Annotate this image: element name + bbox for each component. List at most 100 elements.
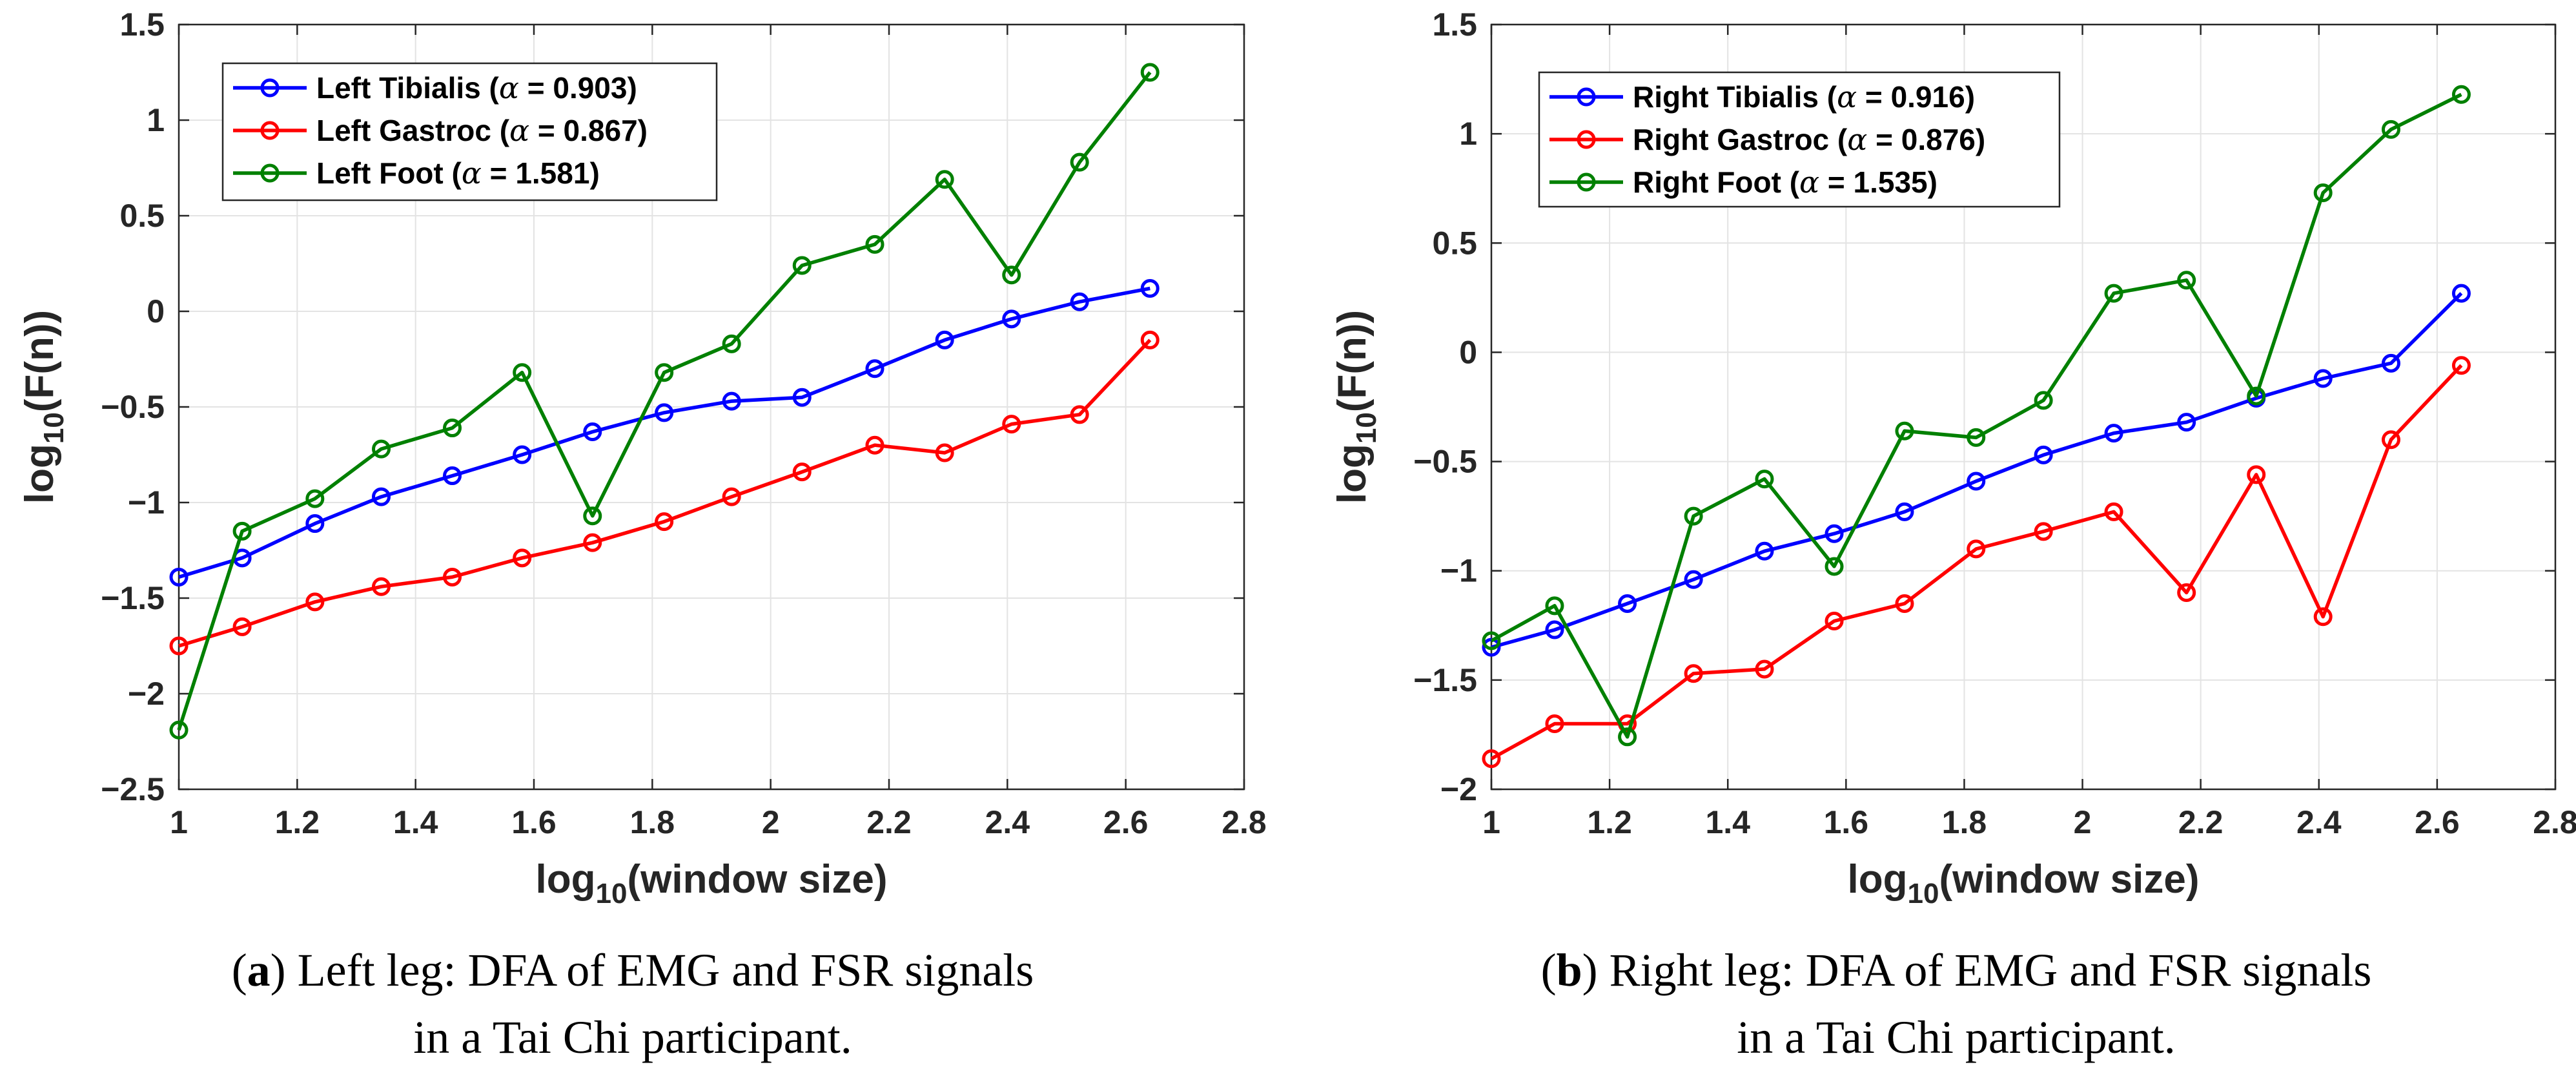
x-tick-label: 1.4: [1705, 804, 1750, 840]
left-series-1-point: [865, 435, 884, 455]
x-tick-label: 1.4: [393, 804, 438, 840]
y-tick-label: −1: [1440, 553, 1477, 589]
right-series-1-point: [2034, 522, 2053, 541]
x-tick-label: 1.2: [275, 804, 320, 840]
y-tick-label: −2: [128, 676, 165, 712]
right-series-line-2: [1490, 92, 2462, 739]
x-tick-label: 1.6: [1824, 804, 1869, 840]
x-tick-label: 2.6: [2415, 804, 2460, 840]
legend-marker-sample: [260, 121, 280, 140]
right-series-0-point: [1825, 524, 1844, 543]
right-series-2-point: [1482, 631, 1501, 650]
left-series-1-point: [513, 548, 532, 568]
left-series-2-point: [169, 720, 189, 740]
caption-a-text: ) Left leg: DFA of EMG and FSR signals: [270, 944, 1034, 996]
x-tick-label: 1.8: [1942, 804, 1987, 840]
x-axis-label-rest: (window size): [627, 857, 887, 902]
right-series-2-point: [2104, 284, 2123, 303]
axes-frame: [1490, 23, 2557, 791]
legend-alpha-symbol: α: [509, 113, 529, 148]
left-series-0-point: [1140, 278, 1160, 298]
left-leg-chart: 1 1.2 1.4 1.6 1.8 2 2.2 2.4 2.6 2.8 −2.5 −2 −1.5 −1 −0…: [17, 6, 1267, 909]
right-series-line-0: [1491, 292, 2463, 649]
right-series-0-point: [1684, 570, 1703, 589]
right-series-0-point: [2104, 424, 2123, 443]
left-series-0-point: [583, 422, 602, 441]
legend-entry-name: Left Gastroc (: [316, 114, 510, 147]
x-tick-label: 1.6: [511, 804, 557, 840]
x-tick-label: 1: [170, 804, 188, 840]
figure: 1 1.2 1.4 1.6 1.8 2 2.2 2.4 2.6 2.8 −2.5 −2 −1.5 −1 −0…: [17, 6, 2576, 909]
right-series-0-point: [2177, 413, 2196, 432]
left-series-1-point: [443, 567, 462, 586]
left-series-0-point: [792, 388, 812, 407]
legend-entry-label: Right Gastroc (α = 0.876): [1633, 122, 1985, 157]
left-series-2-point: [1140, 63, 1160, 82]
right-series-1-point: [1684, 664, 1703, 683]
y-tick-label: 1.5: [119, 6, 165, 43]
y-axis-label-subscript: 10: [38, 412, 70, 444]
right-series-2-point: [2177, 271, 2196, 290]
y-tick-label: −0.5: [101, 389, 165, 425]
y-axis-label: log10(F(n)): [17, 310, 70, 504]
right-series-1-point: [2104, 502, 2123, 521]
x-tick-label: 2: [762, 804, 780, 840]
left-series-1-point: [169, 636, 189, 656]
legend-marker-sample: [260, 78, 280, 98]
right-series-2-point: [2451, 85, 2471, 104]
legend-entry-close: ): [589, 156, 599, 190]
y-tick-label: −2.5: [101, 771, 165, 807]
right-series-1-point: [2247, 465, 2266, 484]
caption-a-line1: (a) Left leg: DFA of EMG and FSR signals: [231, 944, 1034, 996]
left-series-2-point: [443, 419, 462, 438]
right-series-1-point: [1967, 539, 1986, 559]
left-series-0-point: [865, 359, 884, 379]
right-series-1-point: [2177, 583, 2196, 603]
legend-alpha-symbol: α: [1847, 122, 1867, 157]
left-series-2-point: [792, 256, 812, 275]
left-series-2-point: [722, 334, 741, 353]
legend-entry-name: Right Gastroc (: [1633, 123, 1848, 156]
left-series-line-0: [178, 286, 1150, 579]
left-series-1-point: [583, 533, 602, 552]
legend-entry-close: ): [638, 114, 648, 147]
left-series-1-point: [1070, 405, 1089, 424]
right-series-1-point: [2451, 356, 2471, 375]
left-series-0-point: [513, 445, 532, 464]
caption-b-letter: b: [1556, 944, 1582, 996]
legend-marker-sample: [1577, 172, 1596, 192]
right-series-0-point: [2313, 369, 2333, 388]
y-axis-label-base: log: [1330, 444, 1375, 504]
x-axis-label-subscript: 10: [596, 878, 628, 909]
legend-entry-name: Left Tibialis (: [316, 71, 500, 105]
x-axis-label: log10(window size): [1848, 857, 2200, 909]
legend-entry-name: Left Foot (: [316, 156, 462, 190]
caption-a-letter: a: [247, 944, 271, 996]
right-series-0-point: [1545, 620, 1564, 639]
right-series-2-point: [1895, 421, 1914, 441]
y-tick-label: 1: [1459, 116, 1477, 152]
left-series-2-point: [865, 234, 884, 254]
y-axis-label-rest: (F(n)): [1330, 310, 1375, 412]
right-series-0-point: [1618, 594, 1637, 613]
left-series-0-point: [169, 567, 189, 586]
caption-b-line2: in a Tai Chi participant.: [1737, 1011, 2176, 1063]
x-axis-label-base: log: [536, 857, 596, 902]
caption-a: (a) Left leg: DFA of EMG and FSR signals…: [71, 937, 1194, 1071]
right-series-1-point: [1482, 749, 1501, 769]
left-series-1-point: [232, 617, 252, 636]
legend-alpha-value: = 0.903: [519, 71, 628, 105]
right-series-2-point: [1545, 596, 1564, 616]
left-series-1-point: [655, 512, 674, 532]
legend-marker-sample: [260, 163, 280, 183]
right-series-0-point: [1967, 472, 1986, 491]
y-tick-label: −2: [1440, 771, 1477, 807]
left-series-line-1: [178, 338, 1152, 648]
x-axis-label: log10(window size): [536, 857, 888, 909]
y-tick-label: 0: [147, 293, 165, 329]
y-tick-label: 0.5: [119, 198, 165, 234]
legend-entry-label: Left Foot (α = 1.581): [316, 156, 600, 191]
left-series-1-point: [305, 592, 325, 612]
x-tick-label: 1.2: [1587, 804, 1632, 840]
legend-alpha-symbol: α: [462, 156, 482, 191]
